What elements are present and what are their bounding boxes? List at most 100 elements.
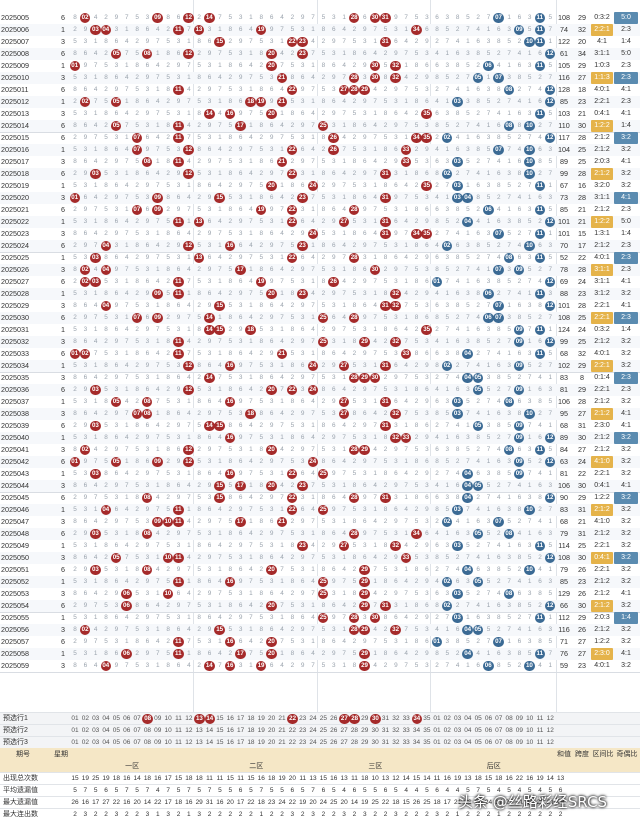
- predict-number[interactable]: 15: [216, 715, 224, 722]
- draw-row[interactable]: 2025007 3 5 3 1 8 6 4 2 9 7 5 3 1 8 6 15 2 9 7 5 3 1 22 23 4 2 9 7 5 3…: [0, 36, 640, 48]
- predict-number[interactable]: 10: [164, 715, 172, 722]
- draw-row[interactable]: 2025024 6 2 9 7 04 3 1 8 6 4 2 9 12 5 3 1 16 6 4 2 9 7 5 23 1 8 6 4 2…: [0, 240, 640, 253]
- predict-number[interactable]: 15: [216, 739, 224, 746]
- predict-number[interactable]: 04: [102, 739, 110, 746]
- draw-row[interactable]: 2025020 3 01 6 4 2 9 7 5 3 09 8 6 4 2 9 15 5 3 1 8 6 4 2 23 7 5 3 1 8…: [0, 192, 640, 204]
- predict-number[interactable]: 09: [154, 727, 162, 734]
- predict-number[interactable]: 09: [515, 715, 523, 722]
- predict-number[interactable]: 22: [288, 727, 296, 734]
- predict-number[interactable]: 07: [133, 739, 141, 746]
- predict-number[interactable]: 24: [309, 727, 317, 734]
- predict-number[interactable]: 08: [505, 715, 513, 722]
- predict-number[interactable]: 21: [278, 727, 286, 734]
- draw-row[interactable]: 2025055 1 5 3 1 8 6 4 2 9 7 5 3 1 8 6 4 2 9 7 5 3 1 8 6 4 25 9 7 28 3 3…: [0, 612, 640, 624]
- predict-number[interactable]: 24: [309, 715, 317, 722]
- draw-row[interactable]: 2025009 1 01 9 7 5 3 1 8 6 4 2 9 7 5 3 1 8 6 4 2 20 7 5 3 1 8 6 4 2 9 3…: [0, 60, 640, 73]
- predict-number[interactable]: 04: [464, 727, 472, 734]
- draw-row[interactable]: 2025051 6 2 9 03 5 3 1 8 08 4 2 9 7 5 3 1 8 6 4 2 20 7 5 3 1 8 6 4 2 2…: [0, 564, 640, 576]
- predict-number[interactable]: 09: [515, 727, 523, 734]
- draw-row[interactable]: 2025011 6 8 6 4 2 9 7 5 3 1 8 11 4 2 9 7 5 3 1 8 6 4 22 9 7 5 3 27 28…: [0, 84, 640, 96]
- draw-row[interactable]: 2025014 6 8 6 4 2 05 7 5 3 1 8 11 4 2 9 7 5 17 1 8 6 4 2 9 7 25 3 1 8…: [0, 120, 640, 133]
- predict-number[interactable]: 30: [371, 727, 379, 734]
- predict-number[interactable]: 21: [278, 739, 286, 746]
- predict-number[interactable]: 08: [143, 727, 152, 734]
- draw-row[interactable]: 2025049 1 5 3 1 8 6 4 2 9 7 5 3 1 8 6 4 2 9 7 5 3 1 8 23 4 2 9 27 5 3 1…: [0, 540, 640, 553]
- draw-row[interactable]: 2025031 1 5 3 1 8 6 4 2 9 7 5 3 1 8 14 15 2 9 18 5 3 1 8 6 4 2 9 7 5 3…: [0, 324, 640, 336]
- predict-number[interactable]: 23: [299, 727, 307, 734]
- draw-row[interactable]: 2025026 3 8 02 4 04 9 7 5 3 1 8 6 4 2 9 7 5 17 1 8 6 4 2 9 7 5 3 1 8 6…: [0, 264, 640, 276]
- predict-number[interactable]: 27: [340, 727, 348, 734]
- predict-number[interactable]: 19: [257, 727, 265, 734]
- predict-number[interactable]: 07: [495, 715, 503, 722]
- predict-number[interactable]: 18: [247, 727, 255, 734]
- predict-number[interactable]: 06: [123, 727, 131, 734]
- predict-number[interactable]: 01: [71, 739, 79, 746]
- predict-number[interactable]: 13: [195, 739, 203, 746]
- predict-number[interactable]: 06: [484, 727, 493, 734]
- predict-number[interactable]: 26: [330, 727, 338, 734]
- draw-row[interactable]: 2025053 3 8 6 4 2 9 06 5 3 1 10 6 4 2 9 7 5 3 1 8 6 4 2 9 7 25 3 1 8 2…: [0, 588, 640, 600]
- predict-number[interactable]: 26: [330, 715, 338, 722]
- predict-number[interactable]: 02: [443, 715, 451, 722]
- predict-number[interactable]: 07: [133, 715, 141, 722]
- predict-number[interactable]: 35: [423, 727, 431, 734]
- draw-row[interactable]: 2025025 1 5 3 03 8 6 4 2 9 7 5 3 1 13 6 4 2 9 7 5 3 1 22 6 4 2 9 7 28…: [0, 252, 640, 264]
- predict-number[interactable]: 23: [299, 739, 307, 746]
- predict-row[interactable]: 预选行2 01 02 03 04 05 06 07 08 09 10 11 12 13 14 15 16 17 18…: [0, 724, 640, 737]
- predict-number[interactable]: 20: [268, 715, 276, 722]
- predict-number[interactable]: 25: [319, 727, 327, 734]
- draw-row[interactable]: 2025021 6 2 9 7 5 3 1 07 6 09 2 9 7 5 3 1 8 6 4 19 9 7 22 3 1 8 6 4 2…: [0, 204, 640, 216]
- draw-row[interactable]: 2025012 1 2 02 7 5 05 1 8 6 4 2 9 7 5 3 1 8 6 18 19 9 21 5 3 1 8 6 4…: [0, 96, 640, 108]
- predict-number[interactable]: 33: [402, 727, 410, 734]
- predict-number[interactable]: 14: [205, 727, 214, 734]
- predict-number[interactable]: 03: [453, 715, 462, 722]
- predict-number[interactable]: 10: [164, 739, 172, 746]
- predict-number[interactable]: 02: [443, 739, 451, 746]
- predict-number[interactable]: 18: [247, 739, 255, 746]
- predict-number[interactable]: 23: [299, 715, 307, 722]
- predict-number[interactable]: 05: [112, 739, 120, 746]
- predict-number[interactable]: 29: [361, 727, 369, 734]
- predict-number[interactable]: 31: [381, 727, 390, 734]
- predict-number[interactable]: 01: [433, 727, 441, 734]
- predict-number[interactable]: 34: [412, 727, 421, 734]
- predict-selected-ball[interactable]: 08: [142, 713, 153, 724]
- predict-number[interactable]: 32: [392, 739, 400, 746]
- predict-number[interactable]: 16: [226, 715, 234, 722]
- draw-row[interactable]: 2025022 1 5 3 1 8 6 4 2 9 7 5 11 1 13 6 4 2 9 7 5 3 1 22 6 4 2 9 27 5…: [0, 216, 640, 228]
- draw-row[interactable]: 2025046 1 5 3 1 04 6 4 2 9 7 5 11 1 8 6 4 2 9 7 5 3 1 22 6 4 25 9 7 5…: [0, 504, 640, 516]
- predict-number[interactable]: 17: [236, 739, 245, 746]
- predict-selected-ball[interactable]: 13: [194, 713, 205, 724]
- predict-number[interactable]: 06: [123, 739, 131, 746]
- draw-row[interactable]: 2025010 3 5 3 1 8 6 4 2 9 7 5 3 1 8 6 4 2 9 7 5 3 21 8 6 4 2 9 7 28 3 3…: [0, 72, 640, 84]
- draw-row[interactable]: 2025028 1 5 3 1 8 6 4 2 9 09 5 11 1 8 6 4 2 9 7 5 20 1 8 23 4 2 9 7 5…: [0, 288, 640, 300]
- predict-number[interactable]: 10: [526, 715, 534, 722]
- draw-row[interactable]: 2025050 3 8 6 4 2 05 7 5 3 1 10 11 4 2 9 7 5 3 1 8 6 4 2 9 7 5 3 1 8 6…: [0, 552, 640, 564]
- predict-number[interactable]: 06: [484, 739, 493, 746]
- draw-row[interactable]: 2025045 6 2 9 7 5 3 1 8 08 4 2 9 7 5 3 15 8 6 4 2 9 7 22 3 1 8 6 4 28…: [0, 492, 640, 504]
- predict-number[interactable]: 30: [371, 739, 379, 746]
- draw-row[interactable]: 2025030 6 2 9 7 5 3 1 07 6 09 2 9 7 5 14 1 8 6 4 2 9 7 5 3 1 25 6 4 2…: [0, 312, 640, 324]
- predict-number[interactable]: 05: [474, 727, 482, 734]
- draw-row[interactable]: 2025036 6 2 9 03 5 3 1 8 6 4 2 9 12 5 3 1 8 6 4 2 20 7 22 3 24 8 6 4…: [0, 384, 640, 396]
- draw-row[interactable]: 2025027 6 2 02 03 5 3 1 8 6 4 2 11 7 5 3 1 8 6 4 19 9 7 5 3 1 8 26 4…: [0, 276, 640, 288]
- draw-row[interactable]: 2025038 3 8 6 4 2 9 7 07 08 1 8 6 4 2 9 7 5 3 18 8 6 4 2 9 7 5 3 27 8…: [0, 408, 640, 420]
- predict-selected-ball[interactable]: 27: [339, 713, 350, 724]
- predict-number[interactable]: 12: [546, 739, 554, 746]
- predict-number[interactable]: 12: [185, 715, 193, 722]
- draw-row[interactable]: 2025047 3 8 6 4 2 9 7 5 3 09 10 11 4 2 9 7 5 17 1 8 6 21 2 9 7 5 3 1…: [0, 516, 640, 528]
- predict-number[interactable]: 01: [71, 715, 79, 722]
- predict-number[interactable]: 05: [112, 715, 120, 722]
- draw-row[interactable]: 2025059 3 8 6 4 04 9 7 5 3 1 8 6 4 2 14 7 16 3 1 19 6 4 2 9 7 5 3 1 8…: [0, 660, 640, 673]
- predict-number[interactable]: 35: [423, 715, 431, 722]
- predict-number[interactable]: 28: [350, 739, 359, 746]
- predict-number[interactable]: 12: [185, 739, 193, 746]
- predict-number[interactable]: 04: [102, 727, 110, 734]
- predict-number[interactable]: 03: [453, 739, 462, 746]
- predict-number[interactable]: 28: [350, 727, 359, 734]
- predict-selected-ball[interactable]: 22: [287, 713, 298, 724]
- predict-selected-ball[interactable]: 14: [204, 713, 216, 724]
- draw-row[interactable]: 2025054 6 2 9 7 5 3 06 8 6 4 2 9 7 5 3 1 8 6 4 2 20 7 5 3 1 8 6 4 2 29…: [0, 600, 640, 613]
- draw-row[interactable]: 2025016 1 5 3 1 8 6 4 07 9 7 5 3 12 8 6 4 2 9 7 5 3 1 22 6 4 2 26 7 5…: [0, 144, 640, 156]
- predict-number[interactable]: 03: [92, 727, 100, 734]
